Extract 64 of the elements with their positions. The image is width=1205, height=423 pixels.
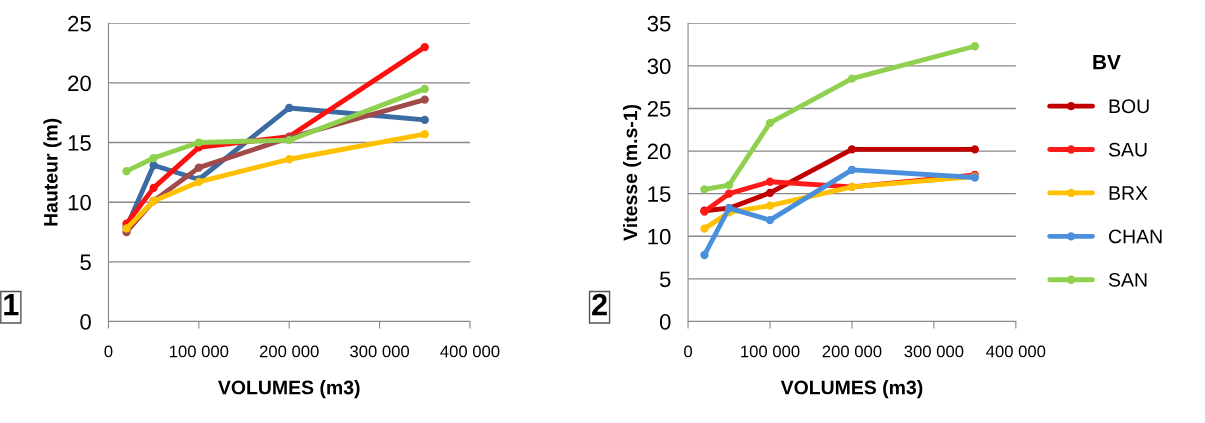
point — [724, 189, 734, 198]
point — [700, 250, 709, 260]
x-tick-label: 300 000 — [904, 345, 964, 358]
point — [149, 183, 158, 193]
x-tick-label: 200 000 — [259, 345, 319, 358]
point — [420, 42, 429, 52]
point — [847, 165, 857, 174]
point — [724, 180, 734, 190]
x-tick-label: 0 — [104, 345, 113, 358]
point — [765, 177, 775, 186]
point — [420, 115, 429, 125]
x-tick-label: 200 000 — [822, 345, 882, 358]
legend-label: SAN — [1108, 272, 1147, 287]
point — [970, 42, 980, 51]
y-tick-label: 35 — [647, 15, 671, 32]
point — [765, 118, 775, 128]
y-tick-label: 25 — [647, 101, 671, 117]
text: 2 — [592, 293, 607, 316]
y-tick-label: 20 — [647, 143, 671, 160]
point — [194, 138, 203, 147]
x-tick-label: 100 000 — [741, 345, 800, 358]
legend-label: BRX — [1109, 186, 1148, 200]
y-tick-label: 5 — [80, 254, 91, 271]
y-tick-label: 0 — [80, 314, 91, 330]
point — [847, 74, 857, 83]
point — [149, 153, 158, 163]
y-tick-label: 15 — [68, 135, 91, 151]
point — [700, 224, 709, 233]
point — [420, 130, 429, 139]
y-tick-label: 10 — [68, 194, 91, 211]
point — [700, 185, 709, 194]
legend-label: BOU — [1109, 99, 1149, 114]
x-axis-title: VOLUMES (m3) — [780, 380, 923, 399]
point — [970, 145, 980, 154]
point — [765, 215, 775, 225]
y-tick-label: 20 — [68, 75, 91, 92]
point — [420, 84, 429, 94]
point — [285, 155, 294, 164]
point — [765, 201, 775, 210]
y-tick-label: 25 — [68, 15, 91, 32]
point — [285, 103, 294, 113]
x-tick-label: 100 000 — [169, 345, 229, 358]
x-tick-label: 0 — [684, 345, 693, 358]
y-axis-title: Vitesse (m.s-1) — [622, 104, 642, 241]
x-tick-label: 400 000 — [440, 345, 500, 358]
x-axis-title: VOLUMES (m3) — [218, 380, 360, 399]
point — [420, 95, 429, 104]
point — [765, 188, 775, 197]
y-tick-label: 10 — [648, 228, 671, 245]
point — [847, 145, 857, 154]
y-tick-label: 5 — [659, 271, 671, 288]
legend-label: SAU — [1108, 142, 1147, 157]
point — [194, 163, 203, 172]
text: 1 — [4, 294, 19, 316]
y-axis-title: Hauteur (m) — [43, 118, 62, 226]
y-tick-label: 30 — [647, 58, 671, 75]
x-tick-label: 300 000 — [350, 345, 410, 358]
y-tick-label: 0 — [659, 314, 671, 330]
x-tick-label: 400 000 — [986, 345, 1046, 358]
legend-label: CHAN — [1109, 229, 1162, 244]
point — [122, 167, 131, 176]
point — [149, 161, 158, 170]
legend-title: BV — [1093, 54, 1121, 70]
y-tick-label: 15 — [648, 186, 671, 202]
